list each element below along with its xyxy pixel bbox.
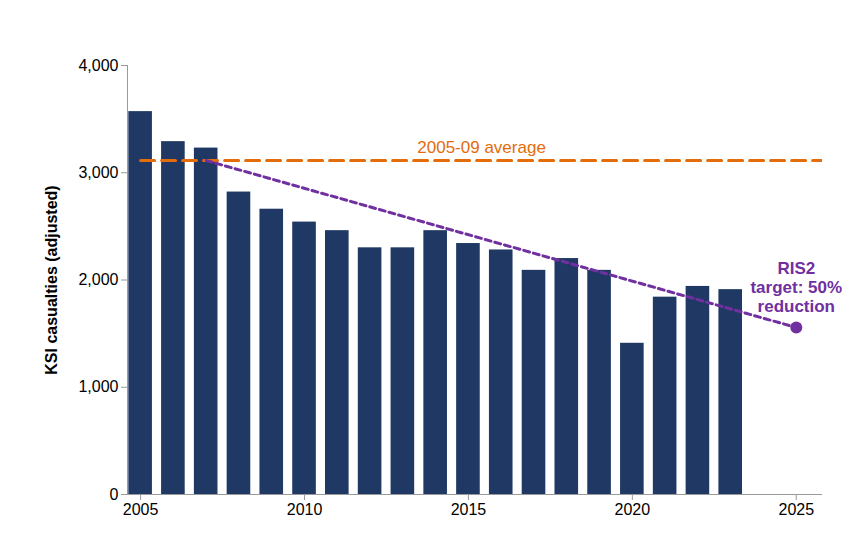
svg-text:2010: 2010 — [287, 501, 323, 518]
svg-text:2005-09 average: 2005-09 average — [417, 138, 546, 157]
svg-text:2020: 2020 — [615, 501, 651, 518]
svg-text:3,000: 3,000 — [78, 164, 118, 181]
svg-text:1,000: 1,000 — [78, 378, 118, 395]
svg-text:2015: 2015 — [451, 501, 487, 518]
svg-text:2005: 2005 — [123, 501, 159, 518]
svg-text:RIS2target: 50%reduction: RIS2target: 50%reduction — [750, 259, 842, 315]
svg-text:KSI casualties (adjusted): KSI casualties (adjusted) — [43, 185, 60, 374]
svg-text:2025: 2025 — [778, 501, 814, 518]
svg-text:2,000: 2,000 — [78, 271, 118, 288]
svg-text:0: 0 — [110, 486, 119, 503]
svg-text:4,000: 4,000 — [78, 57, 118, 74]
